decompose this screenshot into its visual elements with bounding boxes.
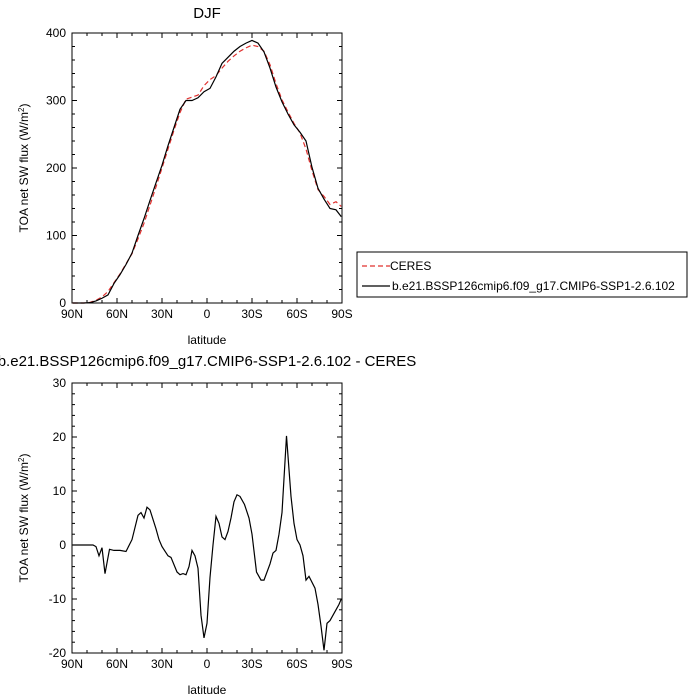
legend-label-model: b.e21.BSSP126cmip6.f09_g17.CMIP6-SSP1-2.… (392, 279, 675, 293)
series-line-0 (72, 44, 342, 304)
y-tick-label: -20 (49, 646, 67, 660)
x-tick-label: 60N (106, 657, 128, 671)
x-tick-label: 60S (286, 657, 307, 671)
x-tick-label: 30S (241, 307, 262, 321)
x-tick-label: 90S (331, 657, 352, 671)
series-line-0 (72, 435, 342, 651)
x-tick-label: 0 (204, 657, 211, 671)
chart1-series (72, 39, 342, 304)
y-tick-label: 0 (59, 538, 66, 552)
x-tick-label: 90N (61, 307, 83, 321)
chart1-ylabel-end: ) (17, 104, 31, 108)
y-tick-label: 200 (46, 161, 66, 175)
chart2-ylabel-end: ) (17, 454, 31, 458)
y-tick-label: -10 (49, 592, 67, 606)
x-tick-label: 60N (106, 307, 128, 321)
series-line-1 (72, 39, 342, 304)
y-tick-label: 20 (53, 430, 67, 444)
y-tick-label: 400 (46, 26, 66, 40)
chart2-plot-frame (71, 382, 343, 654)
chart2-ticks: 90N 60N 30N 0 30S 60S 90S -20 -10 0 10 20 30 (49, 376, 353, 671)
chart1-ylabel-main: TOA net SW flux (W/m (17, 112, 31, 232)
x-tick-label: 30S (241, 657, 262, 671)
x-tick-label: 0 (204, 307, 211, 321)
y-tick-label: 300 (46, 94, 66, 108)
chart1-xlabel: latitude (188, 333, 227, 347)
y-tick-label: 100 (46, 229, 66, 243)
x-tick-label: 90N (61, 657, 83, 671)
x-tick-label: 30N (151, 657, 173, 671)
legend-box (356, 251, 688, 298)
chart2-title: b.e21.BSSP126cmip6.f09_g17.CMIP6-SSP1-2.… (0, 353, 416, 370)
chart1-ylabel-sup: 2 (17, 107, 26, 112)
chart2-ylabel: TOA net SW flux (W/m2) (17, 454, 32, 583)
legend-label-ceres: CERES (390, 259, 431, 273)
chart2-ylabel-sup: 2 (17, 457, 26, 462)
chart1-ticks: 90N 60N 30N 0 30S 60S 90S 0 100 200 300 400 (46, 26, 353, 321)
chart2-ylabel-main: TOA net SW flux (W/m (17, 462, 31, 582)
x-tick-label: 30N (151, 307, 173, 321)
y-tick-label: 10 (53, 484, 67, 498)
y-tick-label: 0 (59, 296, 66, 310)
chart2-xlabel: latitude (188, 683, 227, 697)
y-tick-label: 30 (53, 376, 67, 390)
chart2-series (72, 435, 342, 651)
chart1-ylabel: TOA net SW flux (W/m2) (17, 104, 32, 233)
x-tick-label: 90S (331, 307, 352, 321)
chart1-legend: CERES b.e21.BSSP126cmip6.f09_g17.CMIP6-S… (356, 251, 688, 298)
x-tick-label: 60S (286, 307, 307, 321)
chart1-plot-frame (71, 32, 343, 304)
chart1-title: DJF (193, 5, 221, 22)
